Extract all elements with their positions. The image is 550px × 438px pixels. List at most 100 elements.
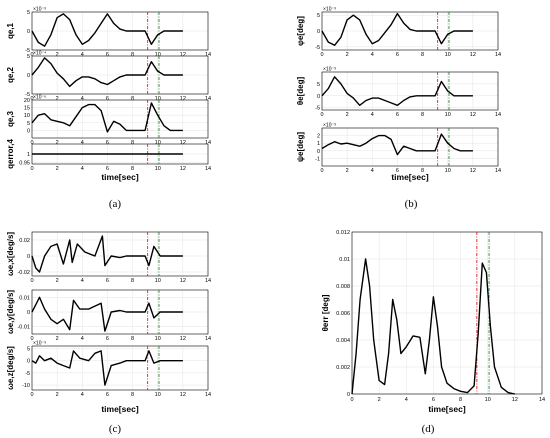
y-axis-label: qerror,4 [6,139,15,169]
x-tick-label: 2 [378,397,381,403]
x-tick-label: 12 [180,140,186,146]
subplot: 50-50 2 4 6 8 10 12 14×10⁻³θe[deg] [296,67,501,119]
x-tick-label: 6 [396,112,399,118]
x-tick-label: 0 [320,168,323,174]
x-tick-label: 2 [56,96,59,102]
y-tick-label: -5 [315,106,320,112]
x-tick-label: 12 [180,392,186,398]
x-axis-label: time[sec] [391,172,428,182]
x-tick-label: 12 [470,52,476,58]
x-tick-label: 0 [30,166,33,172]
y-tick-label: 0.002 [336,365,350,371]
x-tick-label: 8 [131,96,134,102]
x-tick-label: 12 [180,96,186,102]
axes-frame [31,345,209,391]
series-line [31,102,183,133]
y-axis-label: φe[deg] [296,16,305,46]
y-tick-label: 0 [317,94,320,100]
x-tick-label: 14 [205,278,211,284]
x-tick-label: 8 [131,140,134,146]
subplot: 50-50 2 4 6 8 10 12 14×10⁻³φe[deg] [296,7,501,59]
x-axis-label: time[sec] [428,404,465,414]
y-axis-label: qe,2 [6,66,15,83]
y-tick-label: 0.02 [19,238,30,244]
x-tick-label: 6 [106,166,109,172]
x-tick-label: 14 [205,336,211,342]
x-tick-label: 2 [56,278,59,284]
y-tick-label: -5 [25,48,30,54]
x-tick-label: 2 [346,168,349,174]
y-tick-label: 0.95 [19,160,30,166]
x-tick-label: 14 [495,52,501,58]
x-tick-label: 14 [205,392,211,398]
x-tick-label: 8 [131,52,134,58]
x-tick-label: 6 [432,397,435,403]
y-axis-label: qe,3 [6,110,15,127]
series-line [351,258,516,395]
x-tick-label: 14 [539,397,545,403]
x-tick-label: 12 [470,168,476,174]
x-tick-label: 4 [405,397,408,403]
panel-caption: (b) [405,198,418,210]
y-tick-label: -5 [25,92,30,98]
y-tick-label: 0 [27,73,30,79]
y-tick-label: -0.01 [17,325,30,331]
subplot: 210-10 2 4 6 8 10 12 14×10⁻³ψe[deg] [296,123,501,175]
y-tick-label: 0 [27,128,30,134]
x-tick-label: 0 [30,96,33,102]
axis-exponent: ×10⁻³ [323,67,336,73]
x-tick-label: 10 [445,112,451,118]
x-tick-label: 12 [180,336,186,342]
x-tick-label: 12 [180,278,186,284]
x-tick-label: 0 [30,52,33,58]
x-tick-label: 14 [205,52,211,58]
x-tick-label: 14 [495,168,501,174]
x-tick-label: 2 [56,52,59,58]
x-tick-label: 6 [396,168,399,174]
y-tick-label: 5 [27,54,30,60]
y-tick-label: 0 [347,392,350,398]
series-line [31,350,183,386]
x-tick-label: 6 [106,140,109,146]
series-line [31,296,183,332]
axis-exponent: ×10⁻⁶ [33,95,46,101]
x-tick-label: 0 [320,52,323,58]
x-tick-label: 8 [421,168,424,174]
x-tick-label: 12 [512,397,518,403]
plot-d: 0 2 4 6 8 10 12 14 0 0.002 0.004 0.006 0.008 0.01 0.01… [321,230,545,414]
x-tick-label: 8 [131,392,134,398]
x-tick-label: 2 [56,336,59,342]
y-tick-label: -0.02 [17,270,30,276]
x-tick-label: 6 [106,96,109,102]
x-tick-label: 4 [81,392,84,398]
x-tick-label: 8 [421,52,424,58]
x-tick-label: 8 [131,166,134,172]
x-tick-label: 12 [470,112,476,118]
y-tick-label: 0.01 [19,295,30,301]
y-tick-label: 5 [27,10,30,16]
axis-exponent: ×10⁻³ [323,123,336,129]
x-tick-label: 6 [106,392,109,398]
y-tick-label: 0.01 [339,257,350,263]
y-tick-label: 0 [27,254,30,260]
x-tick-label: 6 [396,52,399,58]
x-tick-label: 8 [131,336,134,342]
x-tick-label: 10 [445,52,451,58]
x-tick-label: 0 [320,112,323,118]
y-tick-label: -5 [25,371,30,377]
x-axis-label: time[sec] [101,172,138,182]
series-line [321,133,473,156]
y-tick-label: -1 [315,156,320,162]
subplot: 50-50 2 4 6 8 10 12 14×10⁻⁴qe,2 [6,51,211,103]
y-tick-label: 0 [317,29,320,35]
panel-caption: (d) [422,423,435,435]
y-tick-label: 1 [317,141,320,147]
x-tick-label: 6 [106,278,109,284]
x-tick-label: 8 [459,397,462,403]
y-tick-label: 1 [27,152,30,158]
x-tick-label: 12 [180,52,186,58]
y-tick-label: 15 [24,106,30,112]
y-tick-label: 10 [24,113,30,119]
x-tick-label: 10 [155,392,161,398]
